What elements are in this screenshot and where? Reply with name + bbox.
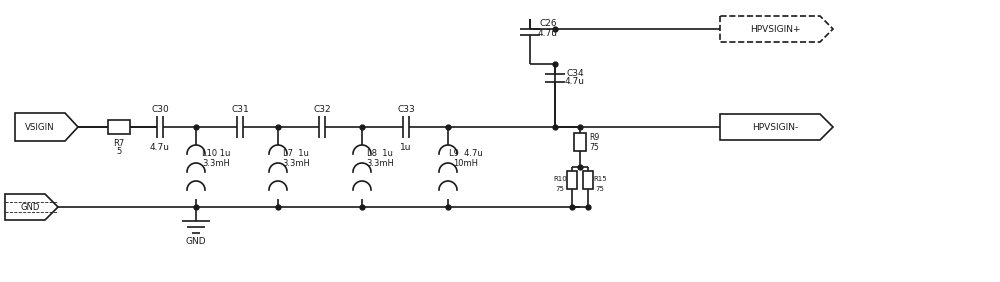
Text: R7: R7 — [113, 138, 125, 147]
Text: L8  1u: L8 1u — [367, 149, 393, 158]
Text: 10mH: 10mH — [454, 158, 479, 168]
Text: C34: C34 — [566, 69, 584, 78]
Bar — [583, 171, 593, 189]
Text: L10 1u: L10 1u — [202, 149, 230, 158]
Text: 5: 5 — [116, 147, 122, 155]
Text: GND: GND — [186, 237, 206, 246]
Text: L9  4.7u: L9 4.7u — [449, 149, 483, 158]
Text: 3.3mH: 3.3mH — [366, 158, 394, 168]
Text: R15: R15 — [593, 176, 607, 182]
Text: 1u: 1u — [400, 142, 412, 151]
Text: HPVSIGIN-: HPVSIGIN- — [752, 122, 798, 131]
Text: 75: 75 — [596, 186, 604, 192]
Text: 75: 75 — [589, 142, 599, 151]
Text: C26: C26 — [539, 19, 557, 28]
Text: GND: GND — [20, 202, 40, 212]
Text: R9: R9 — [589, 133, 599, 142]
Text: VSIGIN: VSIGIN — [25, 122, 55, 131]
Text: C32: C32 — [313, 105, 331, 113]
Text: 4.7u: 4.7u — [565, 78, 585, 87]
Text: C31: C31 — [231, 105, 249, 113]
Bar — [574, 133, 586, 151]
Text: 4.7u: 4.7u — [150, 142, 170, 151]
Text: L7  1u: L7 1u — [283, 149, 309, 158]
Text: C33: C33 — [397, 105, 415, 113]
Text: 3.3mH: 3.3mH — [202, 158, 230, 168]
Text: HPVSIGIN+: HPVSIGIN+ — [750, 25, 800, 34]
Text: 4.7u: 4.7u — [538, 28, 558, 38]
Text: R10: R10 — [553, 176, 567, 182]
Text: C30: C30 — [151, 105, 169, 113]
Bar — [108, 120, 130, 134]
Bar — [567, 171, 577, 189]
Text: 3.3mH: 3.3mH — [282, 158, 310, 168]
Text: 75: 75 — [556, 186, 564, 192]
